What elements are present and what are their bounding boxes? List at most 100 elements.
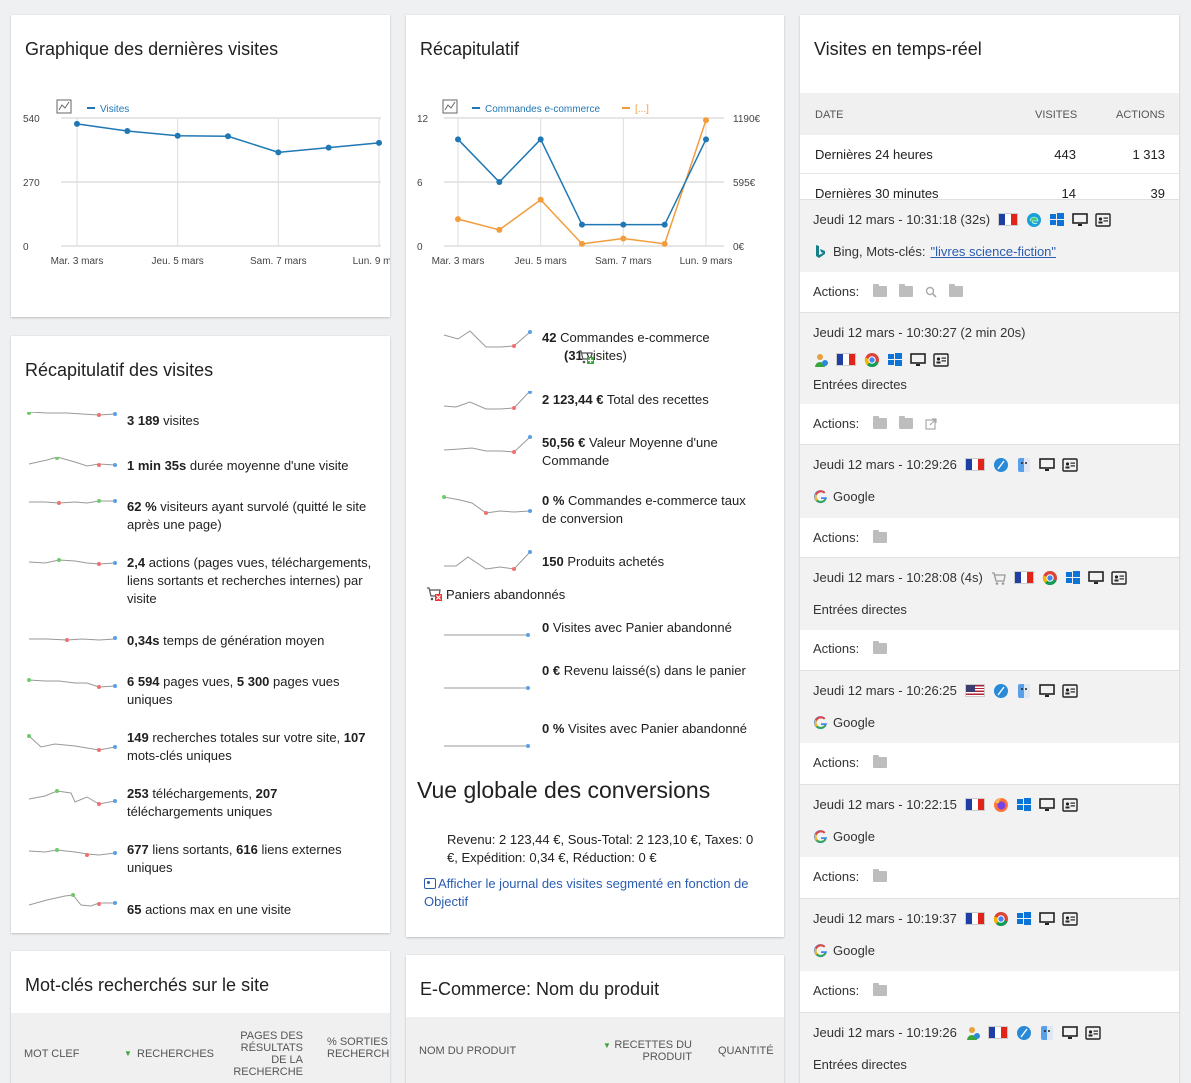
data-point bbox=[620, 221, 627, 228]
folder-icon[interactable] bbox=[873, 530, 887, 543]
visitor-profile-icon[interactable] bbox=[1085, 1025, 1101, 1040]
sparkline[interactable] bbox=[442, 619, 534, 643]
usa-flag-icon bbox=[964, 684, 985, 697]
x-tick-label: Jeu. 5 mars bbox=[152, 256, 204, 267]
legend-revenue[interactable]: [...] bbox=[635, 104, 649, 115]
chart-type-icon[interactable] bbox=[56, 99, 72, 114]
sparkline[interactable] bbox=[27, 841, 117, 871]
visit-8[interactable]: Jeudi 12 mars - 10:19:26 Entrées directe… bbox=[800, 1012, 1179, 1083]
france-flag-icon bbox=[964, 912, 985, 925]
visitor-profile-icon[interactable] bbox=[1095, 212, 1111, 227]
col-keyword[interactable]: MOT CLEF bbox=[24, 1048, 80, 1060]
safari-browser-icon bbox=[1016, 1025, 1031, 1040]
visit-6[interactable]: Jeudi 12 mars - 10:22:15 Google bbox=[800, 784, 1179, 857]
sparkline[interactable] bbox=[27, 673, 117, 693]
sparkline[interactable] bbox=[442, 547, 532, 571]
macos-icon bbox=[1016, 457, 1031, 472]
referrer-keyword-link[interactable]: "livres science-fiction" bbox=[930, 244, 1057, 259]
search-icon[interactable] bbox=[925, 286, 937, 298]
y-left-tick-label: 6 bbox=[417, 178, 423, 189]
chart-type-icon[interactable] bbox=[442, 99, 458, 114]
visitor-profile-icon[interactable] bbox=[1062, 683, 1078, 698]
desktop-device-icon bbox=[1039, 683, 1055, 698]
sparkline[interactable] bbox=[27, 412, 117, 432]
sparkline[interactable] bbox=[442, 720, 534, 756]
folder-icon[interactable] bbox=[873, 983, 887, 996]
keywords-table-header: MOT CLEF ▼ RECHERCHES PAGES DES RÉSULTAT… bbox=[11, 1013, 390, 1083]
cart-add-icon bbox=[542, 349, 594, 364]
data-point bbox=[376, 139, 382, 146]
visitor-profile-icon[interactable] bbox=[1062, 911, 1078, 926]
sparkline[interactable] bbox=[27, 457, 117, 477]
sparkline[interactable] bbox=[442, 434, 532, 458]
visit-1[interactable]: Jeudi 12 mars - 10:31:18 (32s) Bing, Mot… bbox=[800, 199, 1179, 272]
realtime-visits-card: Visites en temps-réel DATE VISITES ACTIO… bbox=[800, 15, 1179, 1083]
data-point bbox=[124, 128, 131, 135]
x-tick-label: Lun. 9 mars bbox=[680, 256, 733, 267]
data-point bbox=[174, 132, 181, 139]
col-search-exits[interactable]: % SORTIES DE RECHERCHE bbox=[327, 1036, 390, 1060]
visit-7-actions: Actions: bbox=[800, 972, 1179, 1010]
col-quantity[interactable]: QUANTITÉ bbox=[718, 1045, 774, 1057]
y-right-ticks: 1190€ 595€ 0€ bbox=[733, 114, 761, 253]
y-tick-label: 0 bbox=[23, 242, 29, 253]
sparkline[interactable] bbox=[27, 554, 117, 574]
folder-icon[interactable] bbox=[873, 869, 887, 882]
sparkline[interactable] bbox=[442, 662, 534, 698]
visit-4[interactable]: Jeudi 12 mars - 10:28:08 (4s) Entrées di… bbox=[800, 557, 1179, 630]
visit-1-actions: Actions: bbox=[800, 273, 1179, 311]
sparkline[interactable] bbox=[442, 492, 532, 516]
col-searches[interactable]: RECHERCHES bbox=[137, 1048, 215, 1060]
legend-orders[interactable]: Commandes e-commerce bbox=[485, 104, 600, 115]
data-point bbox=[455, 136, 461, 143]
sparkline[interactable] bbox=[27, 891, 117, 911]
folder-icon[interactable] bbox=[873, 641, 887, 654]
col-product-revenue[interactable]: RECETTES DU PRODUIT bbox=[614, 1039, 692, 1063]
visitor-log-icon bbox=[424, 878, 436, 889]
sparkline[interactable] bbox=[442, 329, 532, 353]
y-left-tick-label: 0 bbox=[417, 242, 423, 253]
visit-7[interactable]: Jeudi 12 mars - 10:19:37 Google bbox=[800, 898, 1179, 971]
col-result-pages[interactable]: PAGES DES RÉSULTATS DE LA RECHERCHE bbox=[233, 1030, 303, 1078]
visitor-profile-icon[interactable] bbox=[1111, 570, 1127, 585]
segmented-log-link[interactable]: Afficher le journal des visites segmenté… bbox=[424, 876, 749, 909]
col-date: DATE bbox=[815, 109, 844, 121]
france-flag-icon bbox=[964, 458, 985, 471]
folder-icon[interactable] bbox=[949, 284, 963, 297]
google-icon bbox=[813, 715, 828, 730]
folder-icon[interactable] bbox=[873, 416, 887, 429]
sort-down-icon: ▼ bbox=[603, 1041, 611, 1050]
sparkline[interactable] bbox=[27, 632, 117, 652]
x-ticks: Mar. 3 mars Jeu. 5 mars Sam. 7 mars Lun. 9 … bbox=[51, 256, 390, 267]
legend-visits[interactable]: Visites bbox=[100, 104, 129, 115]
google-icon bbox=[813, 943, 828, 958]
data-point bbox=[496, 226, 503, 233]
sparkline[interactable] bbox=[442, 391, 532, 415]
col-product-name[interactable]: NOM DU PRODUIT bbox=[419, 1045, 517, 1057]
visit-5[interactable]: Jeudi 12 mars - 10:26:25 Google bbox=[800, 670, 1179, 743]
visitor-profile-icon[interactable] bbox=[933, 352, 949, 367]
sparkline[interactable] bbox=[27, 498, 117, 518]
product-name-card: E-Commerce: Nom du produit NOM DU PRODUI… bbox=[406, 955, 784, 1083]
outlink-icon[interactable] bbox=[925, 418, 937, 430]
sparkline[interactable] bbox=[27, 785, 117, 815]
visit-6-actions: Actions: bbox=[800, 858, 1179, 896]
data-point bbox=[275, 149, 282, 156]
data-point bbox=[620, 235, 627, 242]
visit-3[interactable]: Jeudi 12 mars - 10:29:26 Google bbox=[800, 444, 1179, 518]
data-point bbox=[74, 120, 80, 127]
desktop-device-icon bbox=[1088, 570, 1104, 585]
folder-icon[interactable] bbox=[873, 755, 887, 768]
sparkline[interactable] bbox=[27, 729, 117, 759]
data-point bbox=[325, 144, 332, 151]
x-tick-label: Mar. 3 mars bbox=[432, 256, 485, 267]
visitor-profile-icon[interactable] bbox=[1062, 457, 1078, 472]
folder-icon[interactable] bbox=[899, 284, 913, 297]
visit-2[interactable]: Jeudi 12 mars - 10:30:27 (2 min 20s) Ent… bbox=[800, 312, 1179, 404]
visits-graph-chart: Visites 540 270 0 Mar. 3 mars Jeu. 5 mars Sa… bbox=[23, 99, 390, 267]
visit-4-actions: Actions: bbox=[800, 630, 1179, 668]
visitor-profile-icon[interactable] bbox=[1062, 797, 1078, 812]
folder-icon[interactable] bbox=[873, 284, 887, 297]
folder-icon[interactable] bbox=[899, 416, 913, 429]
returning-visitor-icon bbox=[813, 352, 828, 367]
